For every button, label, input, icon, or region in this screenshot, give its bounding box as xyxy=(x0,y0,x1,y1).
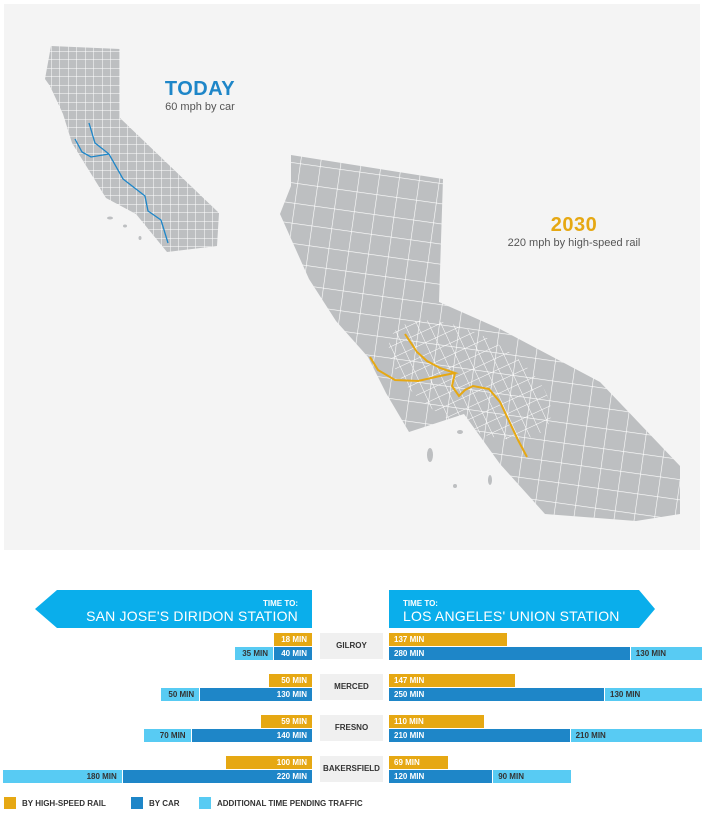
bakersfield-sj-car-bar: 220 MIN xyxy=(122,770,312,783)
legend-rail-swatch xyxy=(4,797,16,809)
today-california-map xyxy=(45,46,219,252)
channel-islands xyxy=(107,216,492,488)
los-angeles-header-small: TIME TO: xyxy=(403,599,438,608)
gilroy-sj-traffic-bar: 35 MIN xyxy=(235,647,273,660)
merced-sj-car-bar: 130 MIN xyxy=(200,688,312,701)
legend-car: BY CAR xyxy=(131,797,180,809)
gilroy-la-rail-bar: 137 MIN xyxy=(389,633,507,646)
gilroy-sj-rail-bar: 18 MIN xyxy=(274,633,312,646)
legend-traffic: ADDITIONAL TIME PENDING TRAFFIC xyxy=(199,797,363,809)
fresno-sj-traffic-bar: 70 MIN xyxy=(143,729,191,742)
today-subtitle: 60 mph by car xyxy=(165,101,235,113)
legend-car-label: BY CAR xyxy=(149,798,180,808)
los-angeles-header-arrow: TIME TO: LOS ANGELES' UNION STATION xyxy=(389,590,655,628)
merced-la-rail-bar: 147 MIN xyxy=(389,674,516,687)
gilroy-la-car-bar: 280 MIN xyxy=(389,647,630,660)
gilroy-sj-car-bar: 40 MIN xyxy=(274,647,312,660)
fresno-sj-car-bar: 140 MIN xyxy=(191,729,312,742)
legend-traffic-label: ADDITIONAL TIME PENDING TRAFFIC xyxy=(217,798,363,808)
map-panel: TODAY 60 mph by car 2030 220 mph by high… xyxy=(4,4,700,550)
station-label-fresno: FRESNO xyxy=(320,715,383,741)
2030-title: 2030 xyxy=(550,214,598,236)
bakersfield-sj-rail-bar: 100 MIN xyxy=(226,756,312,769)
fresno-sj-rail-bar: 59 MIN xyxy=(261,715,312,728)
today-car-route-branch xyxy=(74,138,110,158)
bakersfield-la-traffic-bar: 90 MIN xyxy=(493,770,571,783)
today-title-block: TODAY 60 mph by car xyxy=(140,78,260,113)
merced-sj-traffic-bar: 50 MIN xyxy=(161,688,200,701)
fresno-la-car-bar: 210 MIN xyxy=(389,729,570,742)
2030-high-speed-rail-route-south xyxy=(450,372,528,458)
legend-rail: BY HIGH-SPEED RAIL xyxy=(4,797,106,809)
legend-car-swatch xyxy=(131,797,143,809)
station-label-merced: MERCED xyxy=(320,674,383,700)
california-maps xyxy=(45,46,680,521)
2030-subtitle: 220 mph by high-speed rail xyxy=(507,237,641,249)
station-label-gilroy: GILROY xyxy=(320,633,383,659)
merced-la-traffic-bar: 130 MIN xyxy=(605,688,702,701)
fresno-la-traffic-bar: 210 MIN xyxy=(570,729,702,742)
gilroy-la-traffic-bar: 130 MIN xyxy=(630,647,702,660)
bakersfield-sj-traffic-bar: 180 MIN xyxy=(3,770,122,783)
today-title: TODAY xyxy=(164,78,236,100)
los-angeles-header-large: LOS ANGELES' UNION STATION xyxy=(403,608,620,624)
merced-la-car-bar: 250 MIN xyxy=(389,688,604,701)
san-jose-header-arrow: TIME TO: SAN JOSE'S DIRIDON STATION xyxy=(35,590,312,628)
merced-sj-rail-bar: 50 MIN xyxy=(269,674,312,687)
legend-rail-label: BY HIGH-SPEED RAIL xyxy=(22,798,106,808)
2030-title-block: 2030 220 mph by high-speed rail xyxy=(474,214,674,249)
2030-high-speed-rail-route xyxy=(369,333,459,383)
bakersfield-la-rail-bar: 69 MIN xyxy=(389,756,449,769)
san-jose-header-large: SAN JOSE'S DIRIDON STATION xyxy=(86,608,298,624)
san-jose-header-small: TIME TO: xyxy=(263,599,298,608)
legend-traffic-swatch xyxy=(199,797,211,809)
bakersfield-la-car-bar: 120 MIN xyxy=(389,770,493,783)
fresno-la-rail-bar: 110 MIN xyxy=(389,715,484,728)
station-label-bakersfield: BAKERSFIELD xyxy=(320,756,383,782)
today-car-route xyxy=(88,122,169,244)
